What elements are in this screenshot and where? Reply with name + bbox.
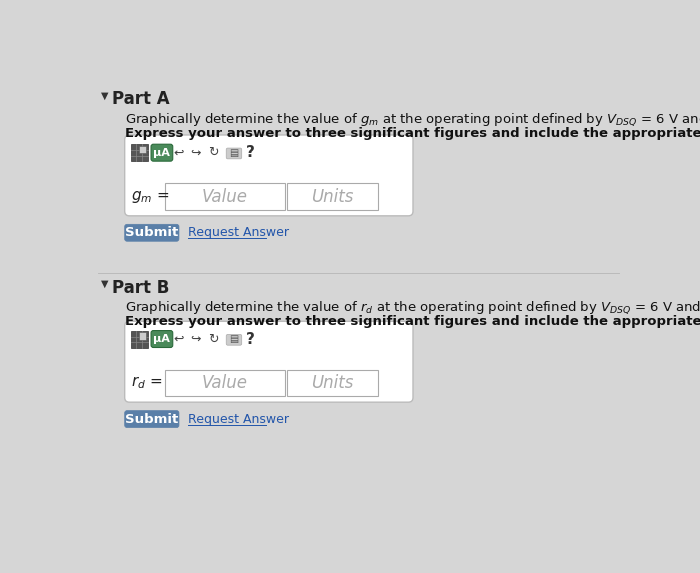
FancyBboxPatch shape [287,370,378,396]
Text: Submit: Submit [125,413,178,426]
FancyBboxPatch shape [165,183,285,210]
Text: ▼: ▼ [102,91,109,100]
Text: Express your answer to three significant figures and include the appropriate uni: Express your answer to three significant… [125,315,700,328]
FancyBboxPatch shape [125,411,179,427]
Text: $r_d$ =: $r_d$ = [131,375,162,391]
FancyBboxPatch shape [139,332,146,340]
FancyBboxPatch shape [151,331,173,347]
Text: ▼: ▼ [102,279,109,289]
Text: Value: Value [202,374,248,392]
FancyBboxPatch shape [131,331,148,347]
Text: Value: Value [202,187,248,206]
Text: ↩: ↩ [174,146,184,159]
Text: Graphically determine the value of $g_m$ at the operating point defined by $V_{D: Graphically determine the value of $g_m$… [125,111,700,128]
FancyBboxPatch shape [131,144,148,161]
Text: Submit: Submit [125,226,178,240]
Text: ↪: ↪ [190,146,202,159]
Text: ↻: ↻ [208,146,218,159]
Text: Units: Units [312,374,354,392]
FancyBboxPatch shape [287,183,378,210]
Text: ▤: ▤ [230,334,239,344]
Text: ▤: ▤ [230,148,239,158]
Text: μA: μA [153,334,170,344]
FancyBboxPatch shape [151,144,173,161]
FancyBboxPatch shape [226,335,241,345]
Text: Express your answer to three significant figures and include the appropriate uni: Express your answer to three significant… [125,127,700,140]
FancyBboxPatch shape [125,135,413,216]
Text: ?: ? [246,145,255,160]
Text: $g_m$ =: $g_m$ = [131,189,169,205]
Text: ↩: ↩ [174,332,184,346]
FancyBboxPatch shape [125,321,413,402]
Text: Part B: Part B [112,279,169,297]
Text: Request Answer: Request Answer [188,413,289,426]
FancyBboxPatch shape [139,146,146,154]
Text: ?: ? [246,332,255,347]
FancyBboxPatch shape [125,224,179,241]
Text: Request Answer: Request Answer [188,226,289,240]
Text: Units: Units [312,187,354,206]
Text: ↻: ↻ [208,332,218,346]
Text: Part A: Part A [112,91,170,108]
Text: ↪: ↪ [190,332,202,346]
Text: Graphically determine the value of $r_d$ at the operating point defined by $V_{D: Graphically determine the value of $r_d$… [125,299,700,316]
FancyBboxPatch shape [165,370,285,396]
Text: μA: μA [153,148,170,158]
FancyBboxPatch shape [226,148,241,159]
